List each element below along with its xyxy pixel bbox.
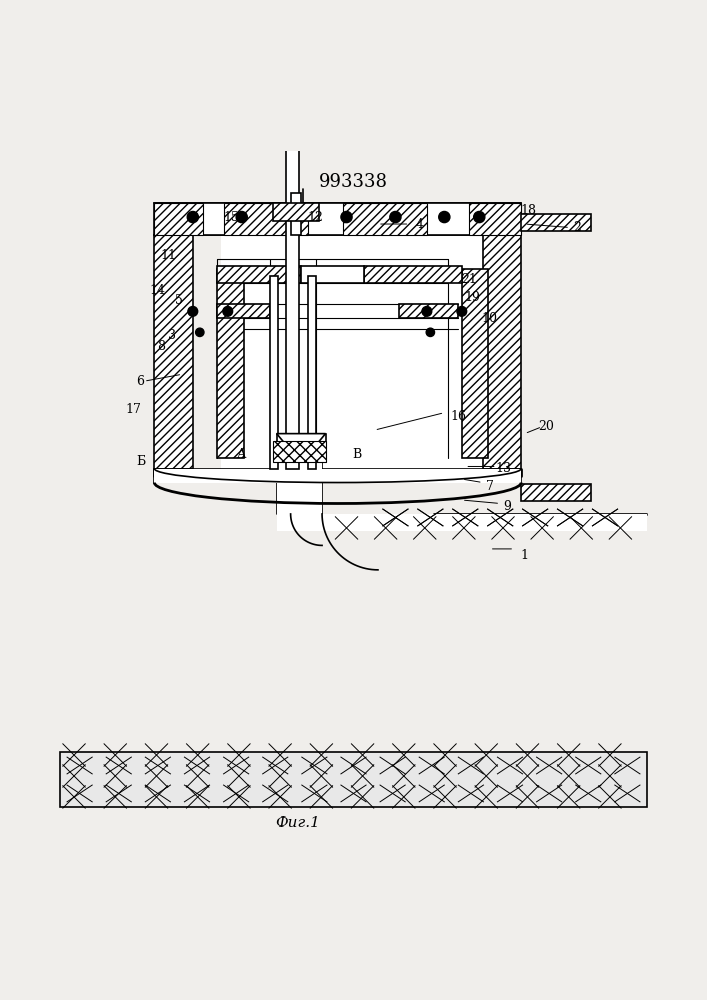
Text: 19: 19: [464, 291, 480, 304]
Text: 20: 20: [538, 420, 554, 433]
Bar: [276, 434, 325, 462]
Bar: [273, 441, 325, 462]
Bar: [291, 193, 301, 235]
Polygon shape: [154, 469, 521, 483]
Bar: [154, 203, 204, 235]
Circle shape: [422, 306, 432, 316]
Circle shape: [187, 211, 199, 223]
Text: 8: 8: [158, 340, 165, 353]
Text: 3: 3: [168, 329, 176, 342]
Text: 1: 1: [520, 549, 529, 562]
Bar: [217, 304, 269, 318]
Bar: [521, 214, 591, 231]
Circle shape: [188, 306, 198, 316]
Bar: [301, 266, 364, 283]
Circle shape: [196, 328, 204, 337]
Circle shape: [439, 211, 450, 223]
Bar: [462, 269, 489, 458]
Circle shape: [341, 211, 352, 223]
Text: 15: 15: [223, 211, 239, 224]
Text: 13: 13: [496, 462, 512, 475]
Text: 6: 6: [136, 375, 144, 388]
Circle shape: [457, 306, 467, 316]
Bar: [217, 269, 244, 458]
Bar: [308, 276, 317, 469]
Text: 993338: 993338: [319, 173, 388, 191]
Text: 2: 2: [573, 221, 581, 234]
Bar: [269, 276, 278, 469]
Bar: [154, 235, 193, 469]
Bar: [217, 266, 301, 283]
Bar: [224, 203, 308, 235]
Bar: [364, 266, 462, 283]
Circle shape: [223, 306, 233, 316]
Circle shape: [426, 328, 435, 337]
Bar: [221, 235, 483, 469]
Bar: [286, 0, 299, 469]
Text: 9: 9: [503, 500, 511, 513]
Text: 7: 7: [486, 480, 493, 493]
Text: 11: 11: [160, 249, 176, 262]
Text: 18: 18: [520, 204, 536, 217]
Bar: [399, 304, 458, 318]
Text: 17: 17: [125, 403, 141, 416]
Circle shape: [474, 211, 485, 223]
Text: Фиг.1: Фиг.1: [275, 816, 320, 830]
Text: 5: 5: [175, 294, 183, 307]
Bar: [343, 203, 427, 235]
Text: 21: 21: [461, 273, 477, 286]
Bar: [521, 484, 591, 501]
Text: 12: 12: [307, 211, 323, 224]
Bar: [483, 235, 521, 469]
Circle shape: [236, 211, 247, 223]
Bar: [60, 752, 647, 807]
Text: Б: Б: [136, 455, 145, 468]
Text: 10: 10: [481, 312, 498, 325]
Polygon shape: [276, 462, 647, 531]
Bar: [154, 203, 521, 235]
Text: 14: 14: [150, 284, 166, 297]
Text: В: В: [352, 448, 361, 461]
Text: 16: 16: [450, 410, 467, 423]
Circle shape: [390, 211, 401, 223]
Text: А: А: [237, 448, 247, 461]
Bar: [469, 203, 521, 235]
Text: 4: 4: [416, 218, 424, 231]
Polygon shape: [276, 434, 325, 455]
Bar: [273, 203, 319, 221]
